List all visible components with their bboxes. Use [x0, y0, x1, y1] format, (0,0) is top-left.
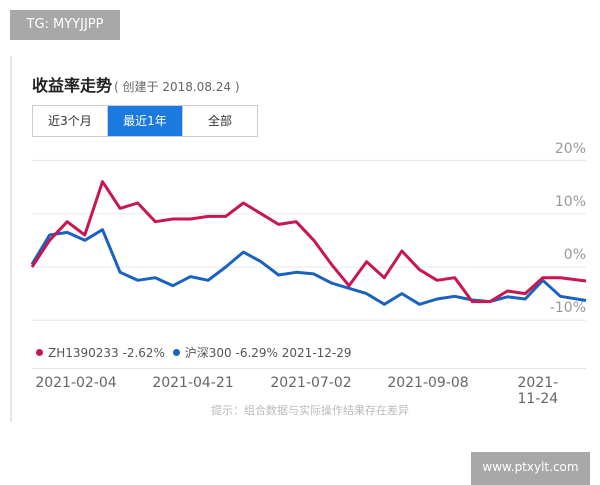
legend: ZH1390233 -2.62% 沪深300 -6.29% 2021-12-29 — [36, 344, 352, 361]
x-tick-label: 2021-02-04 — [35, 375, 117, 391]
series1-dot-icon — [36, 349, 43, 356]
range-tabs: 近3个月 最近1年 全部 — [32, 105, 258, 137]
x-tick-label: 2021-07-02 — [270, 375, 352, 391]
x-tick-label: 2021-11-24 — [517, 375, 559, 407]
panel-border — [10, 56, 12, 422]
series2-dot-icon — [172, 349, 180, 356]
legend-date: 2021-12-29 — [281, 346, 352, 360]
legend-series1: ZH1390233 -2.62% — [48, 346, 165, 360]
watermark-top: TG: MYYJJPP — [10, 10, 120, 40]
y-tick-label: 10% — [554, 194, 586, 210]
legend-series2: 沪深300 -6.29% — [184, 346, 278, 360]
disclaimer-note: 提示：组合数据与实际操作结果存在差异 — [211, 404, 409, 417]
tab-all[interactable]: 全部 — [207, 114, 232, 128]
page-title: 收益率走势( 创建于 2018.08.24 ) — [32, 72, 240, 96]
x-tick-label: 2021-04-21 — [152, 375, 234, 391]
watermark-bottom: www.ptxylt.com — [471, 452, 590, 485]
tab-1-year[interactable]: 最近1年 — [108, 106, 183, 136]
y-tick-label: 20% — [554, 141, 586, 157]
tab-3-months[interactable]: 近3个月 — [33, 106, 108, 136]
x-tick-label: 2021-09-08 — [387, 375, 469, 391]
title-text: 收益率走势 — [32, 76, 113, 95]
created-date: ( 创建于 2018.08.24 ) — [114, 80, 240, 94]
axis-divider — [32, 368, 586, 369]
y-tick-label: -10% — [549, 300, 586, 316]
series-line-1 — [30, 180, 587, 304]
y-tick-label: 0% — [563, 247, 586, 263]
